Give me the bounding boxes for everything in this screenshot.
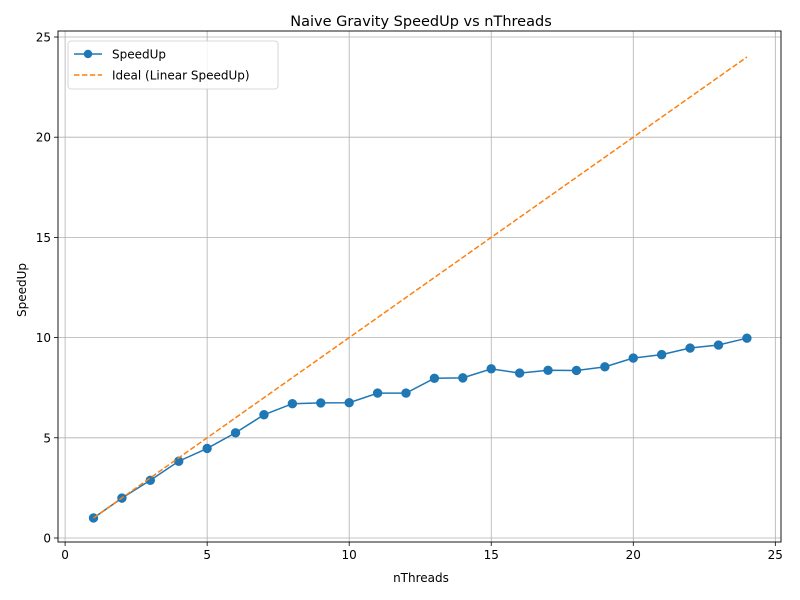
series-line-speedup [93, 337, 748, 519]
series-layer [88, 56, 752, 523]
data-point [316, 398, 326, 408]
y-tick-label: 5 [43, 431, 51, 445]
y-tick-label: 25 [36, 31, 51, 45]
y-axis-label: SpeedUp [15, 263, 29, 317]
chart-title: Naive Gravity SpeedUp vs nThreads [290, 14, 552, 30]
x-tick-label: 0 [61, 548, 69, 562]
data-point [458, 373, 468, 383]
data-point [628, 353, 638, 363]
legend: SpeedUp Ideal (Linear SpeedUp) [67, 40, 279, 90]
y-tick-label: 10 [36, 331, 51, 345]
x-axis-label: nThreads [393, 571, 449, 585]
data-point [372, 388, 383, 398]
x-tick-label: 25 [768, 548, 783, 562]
legend-marker [83, 49, 93, 59]
data-point [401, 388, 411, 398]
data-point [685, 343, 695, 353]
data-point [259, 410, 269, 420]
y-tick-label: 0 [43, 531, 51, 545]
data-point [230, 428, 241, 438]
axis-ticks: 0 5 10 15 20 25 0 5 10 15 20 25 [36, 31, 783, 562]
data-point [742, 333, 752, 343]
x-tick-label: 5 [203, 548, 211, 562]
legend-entry: SpeedUp [112, 48, 166, 62]
plot-frame [57, 30, 782, 543]
legend-entry: Ideal (Linear SpeedUp) [112, 69, 250, 83]
x-tick-label: 15 [484, 548, 499, 562]
y-tick-label: 15 [36, 231, 51, 245]
x-tick-label: 10 [342, 548, 357, 562]
data-point [600, 362, 610, 372]
data-point [543, 365, 553, 375]
grid [58, 31, 781, 542]
data-point [344, 398, 354, 408]
data-point [486, 364, 496, 374]
data-point [202, 443, 212, 454]
x-tick-label: 20 [626, 548, 641, 562]
data-point [287, 399, 298, 409]
data-point [429, 373, 440, 383]
data-point [713, 340, 724, 350]
data-point [514, 368, 525, 378]
y-tick-label: 20 [36, 131, 51, 145]
data-point [571, 365, 582, 376]
series-line-ideal [93, 56, 748, 519]
legend-box [67, 40, 279, 90]
data-point [656, 349, 667, 360]
